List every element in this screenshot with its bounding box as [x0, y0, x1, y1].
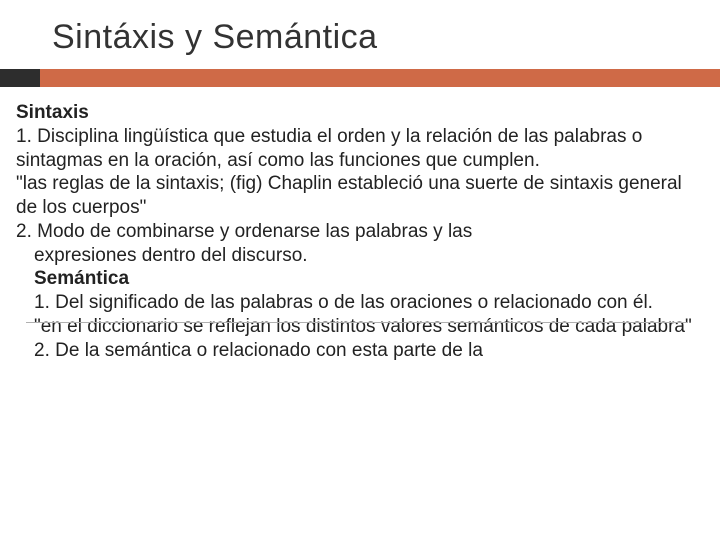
accent-bar-left — [0, 69, 40, 87]
slide-title: Sintáxis y Semántica — [0, 0, 720, 69]
slide: Sintáxis y Semántica Sintaxis 1. Discipl… — [0, 0, 720, 540]
indent-block: expresiones dentro del discurso. Semánti… — [16, 244, 702, 363]
accent-bar — [0, 69, 720, 87]
sintaxis-def-2b: expresiones dentro del discurso. — [34, 244, 702, 268]
accent-bar-right — [40, 69, 720, 87]
sintaxis-def-1: 1. Disciplina lingüística que estudia el… — [16, 125, 702, 173]
semantica-def-2: 2. De la semántica o relacionado con est… — [34, 339, 702, 363]
sintaxis-def-2a: 2. Modo de combinarse y ordenarse las pa… — [16, 220, 702, 244]
sintaxis-example: "las reglas de la sintaxis; (fig) Chapli… — [16, 172, 702, 220]
sintaxis-heading: Sintaxis — [16, 101, 702, 125]
semantica-heading: Semántica — [34, 267, 702, 291]
divider-line — [26, 322, 688, 323]
body-text: Sintaxis 1. Disciplina lingüística que e… — [0, 87, 720, 362]
semantica-example: "en el diccionario se reflejan los disti… — [34, 315, 702, 339]
semantica-def-1: 1. Del significado de las palabras o de … — [34, 291, 702, 315]
